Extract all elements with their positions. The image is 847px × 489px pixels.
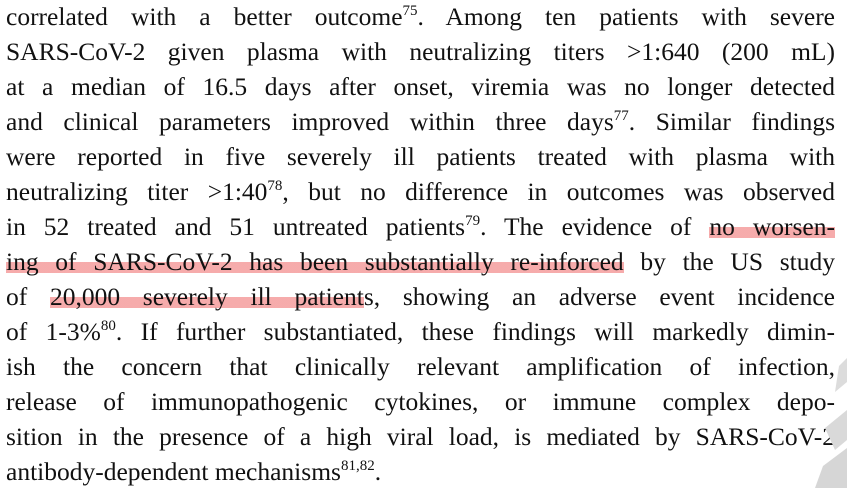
paragraph-line-3: at a median of 16.5 days after onset, vi… [6, 70, 835, 104]
line-text: ish the concern that clinically relevant… [6, 352, 835, 381]
line-text: in 52 treated and 51 untreated patients [6, 212, 466, 241]
line-text: and clinical parameters improved within … [6, 107, 614, 136]
line-text: . Among ten patients with severe [417, 2, 836, 31]
paragraph-line-10: of 1-3%80. If further substantiated, the… [6, 315, 835, 349]
paragraph-line-7: in 52 treated and 51 untreated patients7… [6, 210, 835, 244]
paragraph-line-9: of 20,000 severely ill patients, showing… [6, 280, 835, 314]
citation-ref-77: 77 [613, 108, 629, 124]
highlighted-text: ing of SARS-CoV-2 has been substantially… [6, 247, 624, 276]
line-text: at a median of 16.5 days after onset, vi… [6, 72, 835, 101]
line-text: . If further substantiated, these findin… [115, 317, 835, 346]
line-text: correlated with a better outcome [6, 2, 403, 31]
paragraph-line-6: neutralizing titer >1:4078, but no diffe… [6, 175, 835, 209]
line-text: by the US study [623, 247, 835, 276]
line-text: . Similar findings [628, 107, 835, 136]
paragraph-line-13: sition in the presence of a high viral l… [6, 420, 835, 454]
paragraph-line-2: SARS-CoV-2 given plasma with neutralizin… [6, 35, 835, 69]
line-text: antibody-dependent mechanisms [6, 457, 341, 486]
paragraph-line-14: antibody-dependent mechanisms81,82. [6, 455, 381, 489]
highlighted-text: 20,000 severely ill patient [49, 282, 364, 311]
citation-ref-78: 78 [267, 178, 283, 194]
line-text: . The evidence of [480, 212, 710, 241]
paragraph-line-4: and clinical parameters improved within … [6, 105, 835, 139]
paragraph-line-12: release of immunopathogenic cytokines, o… [6, 385, 835, 419]
highlighted-text: no worsen- [709, 212, 835, 241]
citation-ref-79: 79 [465, 213, 481, 229]
line-text: of 1-3% [6, 317, 101, 346]
line-text: were reported in five severely ill patie… [6, 142, 835, 171]
line-text: release of immunopathogenic cytokines, o… [6, 387, 835, 416]
citation-ref-81-82: 81,82 [340, 458, 375, 474]
line-text: neutralizing titer >1:40 [6, 177, 268, 206]
line-text: of [6, 282, 50, 311]
paragraph-line-1: correlated with a better outcome75. Amon… [6, 0, 835, 34]
paragraph-line-5: were reported in five severely ill patie… [6, 140, 835, 174]
citation-ref-80: 80 [100, 318, 116, 334]
paragraph-line-8: ing of SARS-CoV-2 has been substantially… [6, 245, 835, 279]
line-text: sition in the presence of a high viral l… [6, 422, 835, 451]
line-text: s, showing an adverse event incidence [363, 282, 835, 311]
line-text: SARS-CoV-2 given plasma with neutralizin… [6, 37, 835, 66]
line-text: . [374, 457, 382, 486]
citation-ref-75: 75 [402, 3, 418, 19]
line-text: , but no difference in outcomes was obse… [282, 177, 835, 206]
paragraph-line-11: ish the concern that clinically relevant… [6, 350, 835, 384]
